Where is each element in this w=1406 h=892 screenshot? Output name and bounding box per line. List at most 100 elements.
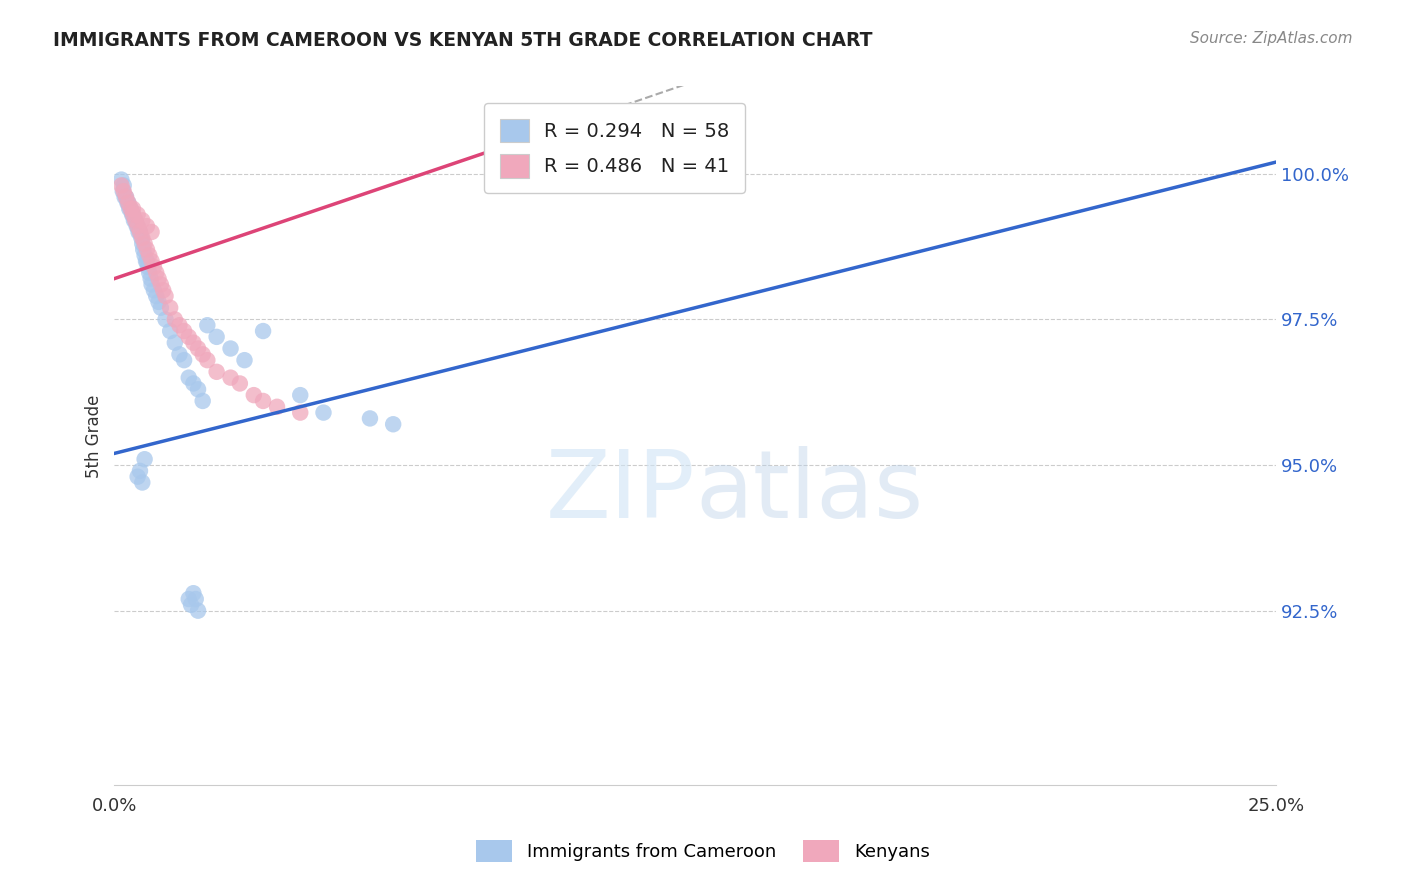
Point <box>110 172 132 186</box>
Point <box>219 342 242 356</box>
Point <box>117 195 139 210</box>
Point <box>135 254 157 268</box>
Point <box>195 318 218 333</box>
Point <box>131 475 153 490</box>
Point <box>131 231 153 245</box>
Point <box>180 598 202 612</box>
Point <box>312 406 335 420</box>
Point <box>115 190 138 204</box>
Point <box>138 266 160 280</box>
Point <box>191 347 214 361</box>
Point <box>127 219 149 234</box>
Point <box>136 260 159 274</box>
Point <box>122 202 145 216</box>
Point <box>149 301 172 315</box>
Point <box>187 382 209 396</box>
Point <box>141 225 163 239</box>
Point <box>138 248 160 262</box>
Point <box>169 318 191 333</box>
Point <box>177 370 200 384</box>
Point <box>187 342 209 356</box>
Point <box>148 294 170 309</box>
Point <box>142 260 165 274</box>
Point <box>127 208 149 222</box>
Point <box>114 190 136 204</box>
Point <box>169 347 191 361</box>
Point <box>125 219 148 234</box>
Point <box>152 283 174 297</box>
Point <box>163 335 186 350</box>
Point <box>134 236 156 251</box>
Point <box>141 254 163 268</box>
Point <box>110 178 132 193</box>
Point <box>159 324 181 338</box>
Point <box>142 283 165 297</box>
Point <box>229 376 252 391</box>
Point <box>252 393 274 408</box>
Point <box>252 324 274 338</box>
Point <box>134 248 156 262</box>
Point <box>191 393 214 408</box>
Text: IMMIGRANTS FROM CAMEROON VS KENYAN 5TH GRADE CORRELATION CHART: IMMIGRANTS FROM CAMEROON VS KENYAN 5TH G… <box>53 31 873 50</box>
Point <box>131 213 153 227</box>
Point <box>122 208 145 222</box>
Point <box>124 213 146 227</box>
Point <box>120 202 142 216</box>
Legend: Immigrants from Cameroon, Kenyans: Immigrants from Cameroon, Kenyans <box>470 833 936 870</box>
Legend: R = 0.294   N = 58, R = 0.486   N = 41: R = 0.294 N = 58, R = 0.486 N = 41 <box>484 103 745 194</box>
Point <box>382 417 405 432</box>
Point <box>112 178 135 193</box>
Point <box>111 184 134 198</box>
Point <box>177 330 200 344</box>
Point <box>149 277 172 292</box>
Point <box>145 289 167 303</box>
Point <box>183 335 205 350</box>
Point <box>233 353 256 368</box>
Point <box>128 225 150 239</box>
Point <box>136 254 159 268</box>
Point <box>159 301 181 315</box>
Point <box>163 312 186 326</box>
Point <box>141 277 163 292</box>
Point <box>129 464 152 478</box>
Point <box>205 365 228 379</box>
Point <box>183 586 205 600</box>
Point <box>145 266 167 280</box>
Point <box>139 271 162 285</box>
Point <box>122 213 145 227</box>
Point <box>290 406 312 420</box>
Point <box>187 604 209 618</box>
Point <box>112 184 135 198</box>
Point <box>359 411 381 425</box>
Text: atlas: atlas <box>695 446 924 538</box>
Point <box>124 213 146 227</box>
Point <box>129 225 152 239</box>
Point <box>131 231 153 245</box>
Text: Source: ZipAtlas.com: Source: ZipAtlas.com <box>1189 31 1353 46</box>
Point <box>115 190 138 204</box>
Point <box>120 202 142 216</box>
Point <box>129 225 152 239</box>
Point <box>155 312 177 326</box>
Point <box>132 243 155 257</box>
Point <box>121 208 143 222</box>
Point <box>155 289 177 303</box>
Point <box>183 376 205 391</box>
Point <box>127 219 149 234</box>
Point <box>118 202 141 216</box>
Point <box>148 271 170 285</box>
Point <box>195 353 218 368</box>
Point <box>266 400 288 414</box>
Point <box>184 592 207 607</box>
Point <box>177 592 200 607</box>
Point <box>136 243 159 257</box>
Point <box>205 330 228 344</box>
Point <box>134 452 156 467</box>
Point <box>219 370 242 384</box>
Point <box>131 236 153 251</box>
Text: ZIP: ZIP <box>546 446 695 538</box>
Point <box>122 208 145 222</box>
Y-axis label: 5th Grade: 5th Grade <box>86 394 103 477</box>
Point <box>243 388 266 402</box>
Point <box>117 195 139 210</box>
